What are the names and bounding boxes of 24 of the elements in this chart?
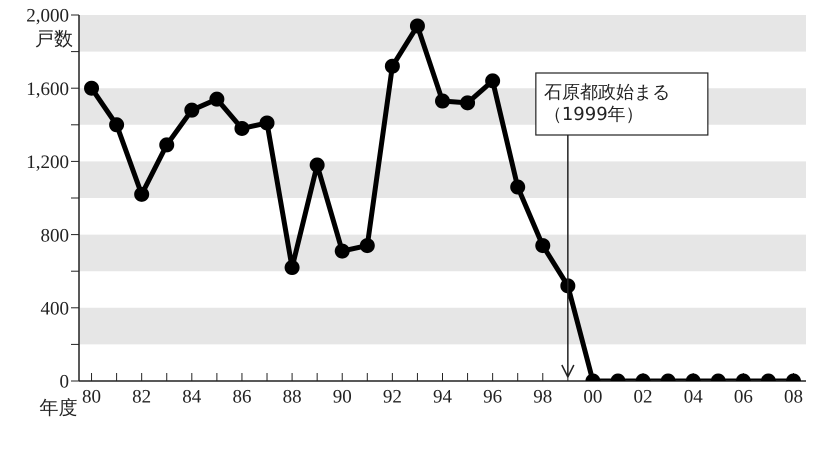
y-axis-title: 戸数 (35, 29, 73, 50)
y-tick-label: 1,600 (26, 78, 69, 100)
x-tick-label: 96 (483, 386, 502, 408)
x-tick-label: 86 (232, 386, 252, 408)
x-tick-label: 88 (282, 386, 302, 408)
x-tick-label: 08 (784, 386, 803, 408)
y-tick-label: 0 (60, 372, 69, 393)
y-tick-label: 1,200 (26, 152, 69, 174)
x-tick-label: 06 (734, 386, 753, 408)
x-axis-title: 年度 (40, 397, 78, 419)
x-tick-label: 04 (684, 386, 704, 408)
ref-line-label: 石原都政始まる（1999年） (544, 82, 670, 125)
y-tick-label: 400 (40, 298, 69, 320)
x-tick-label: 84 (182, 386, 202, 408)
x-tick-label: 90 (332, 386, 352, 408)
x-tick-label: 02 (634, 386, 653, 408)
x-tick-label: 92 (382, 386, 402, 408)
y-tick-label: 2,000 (26, 6, 69, 27)
x-tick-label: 82 (132, 386, 152, 408)
x-tick-label: 94 (433, 386, 452, 408)
x-tick-label: 00 (583, 386, 602, 408)
x-tick-label: 80 (82, 386, 102, 408)
x-tick-label: 98 (533, 386, 552, 408)
y-tick-label: 800 (40, 225, 69, 246)
